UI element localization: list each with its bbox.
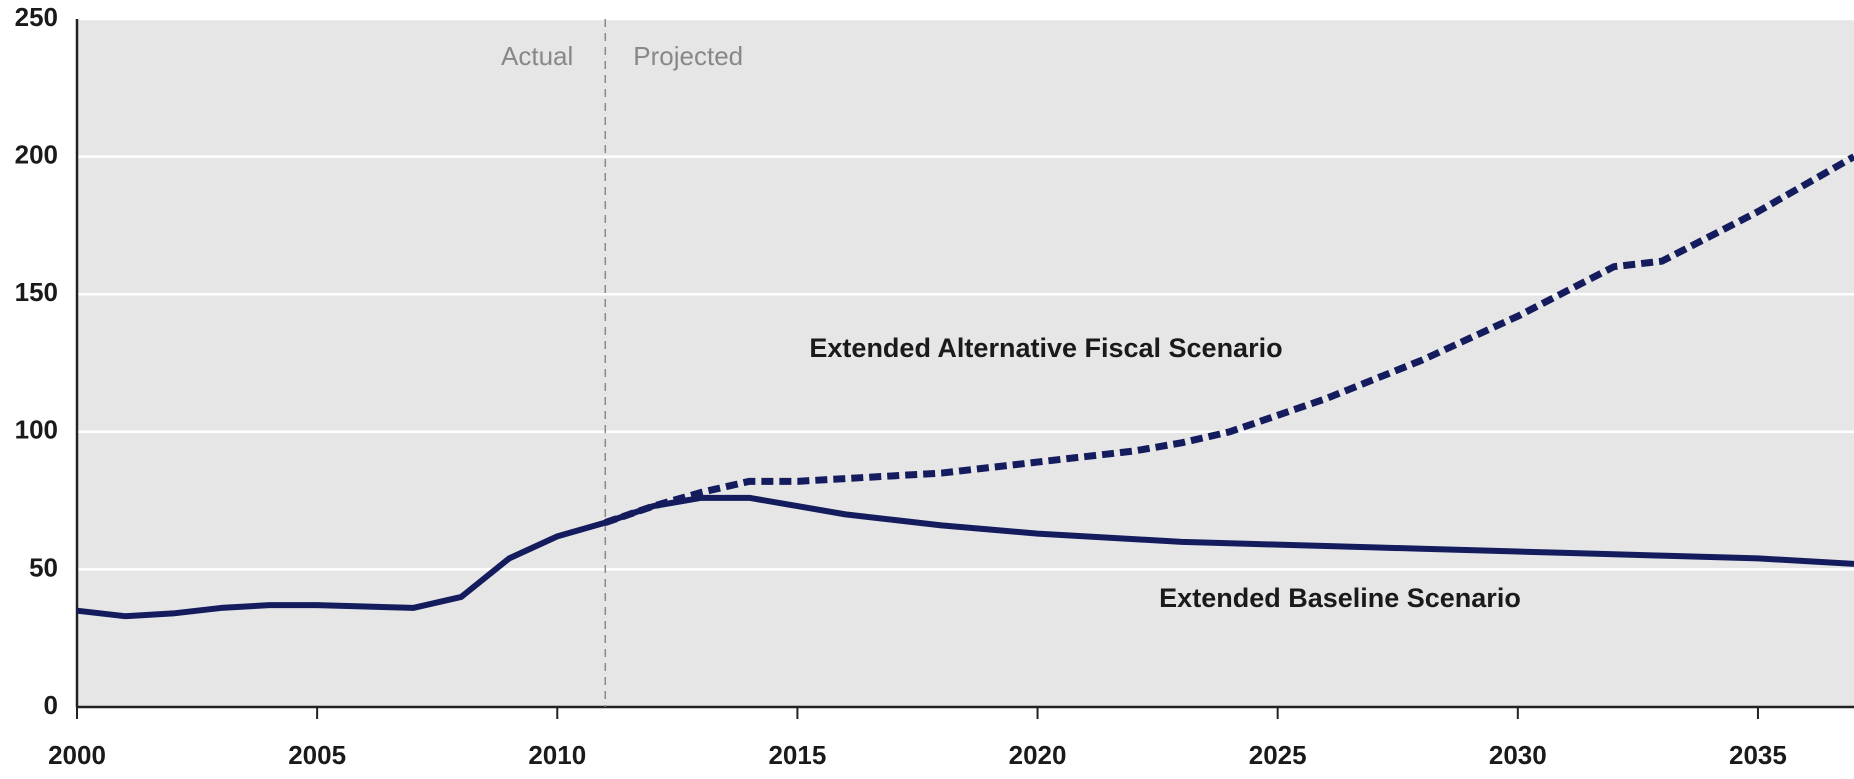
plot-area (77, 19, 1854, 707)
series-line (76, 494, 1854, 620)
y-tick-label: 0 (44, 690, 58, 720)
y-tick-label: 50 (29, 552, 58, 582)
series-label: Extended Alternative Fiscal Scenario (809, 333, 1282, 363)
x-tick-label: 2010 (528, 740, 586, 770)
y-tick-label: 200 (15, 139, 58, 169)
x-tick-label: 2025 (1249, 740, 1307, 770)
series-label: Extended Baseline Scenario (1159, 583, 1521, 613)
x-tick-label: 2005 (288, 740, 346, 770)
series-line (604, 153, 1854, 526)
divider-label: Projected (633, 41, 743, 71)
x-tick-label: 2035 (1729, 740, 1787, 770)
x-tick-label: 2000 (48, 740, 106, 770)
x-tick-label: 2030 (1489, 740, 1547, 770)
divider-label: Actual (501, 41, 573, 71)
y-tick-label: 150 (15, 277, 58, 307)
y-tick-label: 100 (15, 415, 58, 445)
x-tick-label: 2015 (768, 740, 826, 770)
y-tick-label: 250 (15, 2, 58, 32)
x-tick-label: 2020 (1009, 740, 1067, 770)
